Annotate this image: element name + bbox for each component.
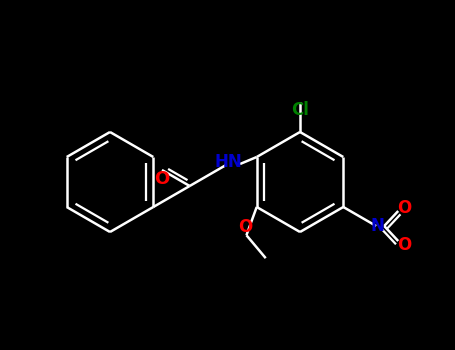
Text: O: O bbox=[238, 218, 253, 236]
Text: HN: HN bbox=[214, 153, 242, 171]
Text: O: O bbox=[397, 199, 411, 217]
Text: O: O bbox=[397, 236, 411, 254]
Text: Cl: Cl bbox=[291, 101, 309, 119]
Text: N: N bbox=[370, 217, 384, 235]
Text: O: O bbox=[154, 170, 170, 188]
